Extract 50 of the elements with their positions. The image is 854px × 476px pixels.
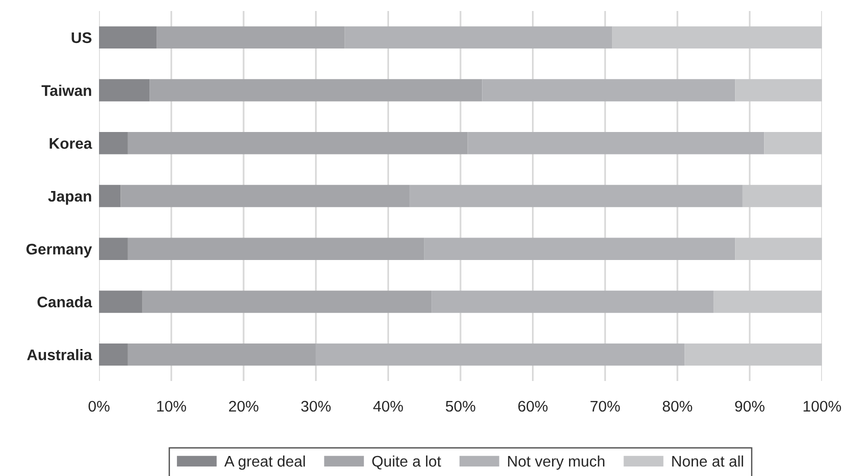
x-tick-label: 30% <box>301 400 331 412</box>
y-tick-label: Taiwan <box>42 84 92 96</box>
bar <box>735 238 822 260</box>
bar <box>735 79 822 102</box>
bar <box>99 26 157 49</box>
x-tick-label: 40% <box>373 400 403 412</box>
x-tick-label: 50% <box>446 400 476 412</box>
legend-label: A great deal <box>224 455 305 470</box>
bar <box>99 132 128 154</box>
y-tick-label: US <box>72 32 92 44</box>
bar <box>424 238 736 260</box>
bar <box>156 26 345 49</box>
bar <box>120 184 410 208</box>
bar <box>764 132 822 154</box>
bar <box>742 184 822 208</box>
bar <box>99 290 142 313</box>
bar <box>316 343 685 366</box>
legend-label: Quite a lot <box>372 455 442 470</box>
y-tick-label: Canada <box>38 296 92 308</box>
bar <box>684 343 822 366</box>
bar <box>99 343 128 366</box>
x-tick-label: 70% <box>590 400 620 412</box>
x-tick-label: 10% <box>157 400 186 412</box>
legend-label: None at all <box>672 455 744 467</box>
x-tick-label: 90% <box>735 400 764 412</box>
bar <box>99 79 150 102</box>
x-tick-label: 80% <box>662 400 692 412</box>
bar <box>128 343 316 366</box>
bar <box>410 184 742 208</box>
y-tick-label: Korea <box>50 138 92 149</box>
bar <box>128 132 468 154</box>
x-tick-label: 60% <box>518 400 548 412</box>
y-tick-label: Australia <box>27 349 92 360</box>
legend-label: Not very much <box>508 455 604 470</box>
bar <box>612 26 822 49</box>
y-tick-label: Germany <box>26 244 92 258</box>
bar <box>128 238 424 260</box>
bar <box>714 290 822 313</box>
bar <box>142 290 432 313</box>
bar <box>432 290 714 313</box>
bar <box>482 79 736 102</box>
x-tick-label: 100% <box>804 400 841 412</box>
bar <box>468 132 764 154</box>
x-tick-label: 20% <box>229 400 258 412</box>
y-tick-label: Japan <box>48 191 92 205</box>
bar <box>150 79 482 102</box>
bar <box>99 184 121 208</box>
bar <box>99 238 128 260</box>
bar <box>344 26 612 49</box>
x-tick-label: 0% <box>88 400 110 412</box>
